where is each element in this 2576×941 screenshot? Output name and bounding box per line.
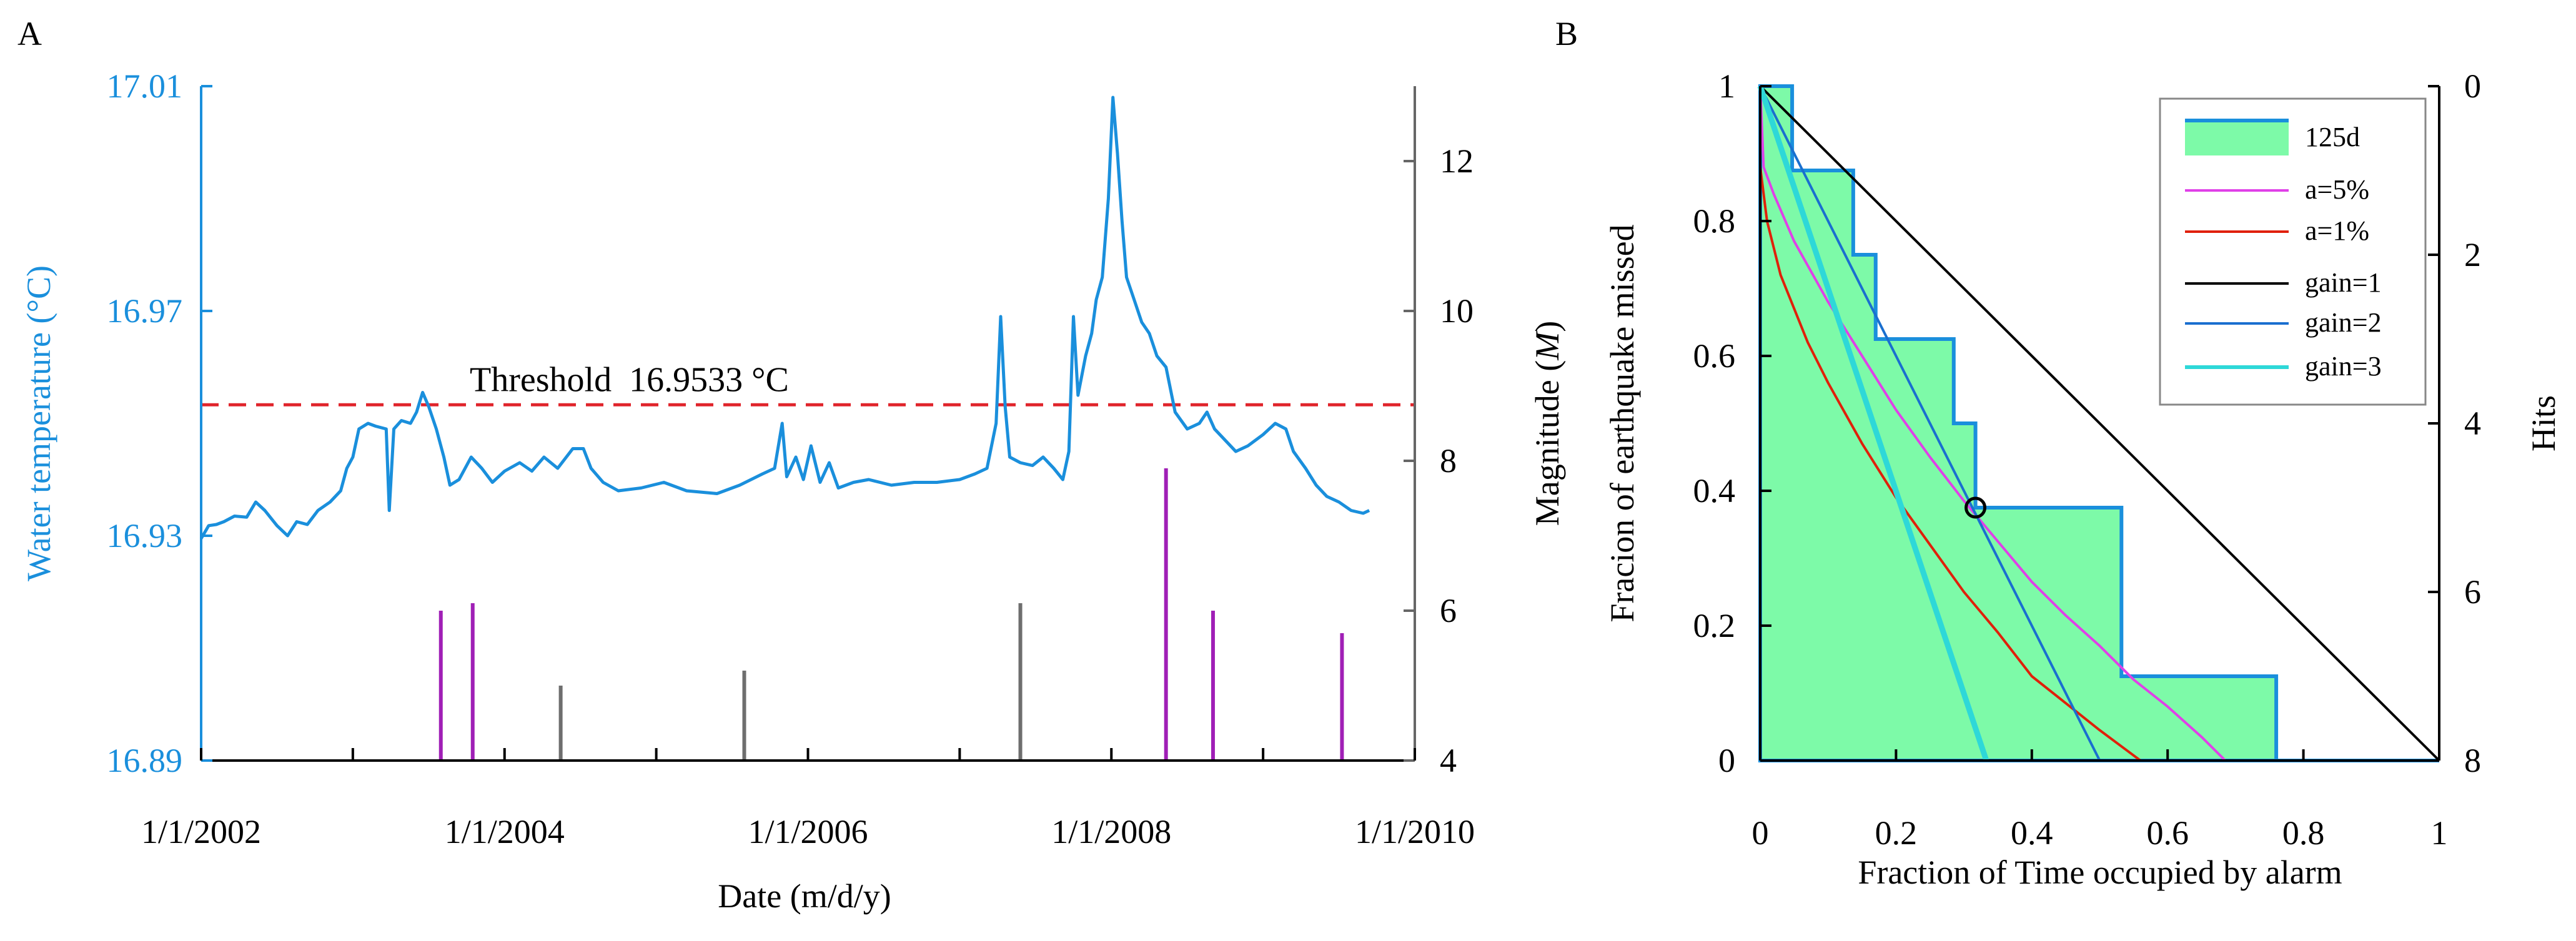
left-tick-label-1: 16.93: [107, 517, 183, 554]
legend: 125d a=5% a=1% gain=1 gain=2 gain=3: [2159, 97, 2427, 406]
b-right-tick-label-0: 0: [2464, 67, 2481, 105]
panel-b-label: B: [1555, 15, 1578, 52]
b-x-tick-label-2: 0.4: [2011, 814, 2053, 852]
reference-curves: [1757, 85, 2440, 762]
b-right-tick-label-4: 8: [2464, 742, 2481, 779]
left-axis-title: Water temperature (°C): [20, 265, 57, 581]
x-tick-label-0: 1/1/2002: [141, 813, 261, 850]
left-tick-label-3: 17.01: [107, 67, 183, 105]
b-x-tick-label-0: 0: [1752, 814, 1769, 852]
series-line-gain-3: [1757, 85, 1989, 762]
earthquake-bars: [438, 468, 1344, 761]
left-tick-label-0: 16.89: [107, 742, 183, 779]
b-right-tick-label-1: 2: [2464, 236, 2481, 273]
right-tick-label-0: 4: [1440, 742, 1457, 779]
b-y-tick-label-5: 1: [1718, 67, 1735, 105]
panel-a-label: A: [17, 15, 42, 52]
b-right-tick-label-3: 6: [2464, 573, 2481, 611]
b-x-ticks: 0 0.2 0.4 0.6 0.8 1: [1752, 749, 2448, 852]
threshold-label: Threshold 16.9533 °C: [470, 360, 789, 399]
legend-swatch-125d: [2185, 121, 2289, 155]
legend-label-gain2: gain=2: [2305, 307, 2382, 338]
legend-label-125d: 125d: [2305, 122, 2360, 152]
right-tick-label-4: 12: [1440, 142, 1474, 180]
right-axis-title-symbol: M: [1528, 330, 1566, 361]
optimal-point-marker: [1964, 496, 1987, 519]
b-y-tick-label-2: 0.4: [1693, 472, 1736, 510]
b-x-tick-label-1: 0.2: [1875, 814, 1918, 852]
b-x-tick-label-5: 1: [2431, 814, 2448, 852]
right-axis-title-suffix: ): [1528, 321, 1566, 332]
b-left-ticks: 0 0.2 0.4 0.6 0.8 1: [1693, 67, 1771, 779]
b-x-axis-title: Fraction of Time occupied by alarm: [1858, 854, 2342, 891]
right-axis-title: Magnitude (M): [1528, 321, 1566, 526]
right-tick-label-3: 10: [1440, 292, 1474, 330]
x-tick-label-2: 1/1/2006: [748, 813, 868, 850]
right-axis-title-prefix: Magnitude (: [1528, 360, 1566, 526]
x-tick-label-1: 1/1/2004: [445, 813, 565, 850]
legend-label-gain1: gain=1: [2305, 267, 2382, 298]
series-line-a-5-: [1759, 86, 2227, 762]
b-right-tick-label-2: 4: [2464, 405, 2481, 442]
b-x-tick-label-3: 0.6: [2146, 814, 2189, 852]
legend-label-gain3: gain=3: [2305, 351, 2382, 382]
b-left-axis-title: Fracion of earthquake missed: [1603, 224, 1641, 622]
b-right-axis-title: Hits: [2525, 395, 2562, 451]
series-line-a-1-: [1759, 167, 2141, 762]
right-axis-ticks: 4 6 8 10 12: [1404, 142, 1474, 779]
b-right-ticks: 0 2 4 6 8: [2428, 67, 2481, 779]
panel-a: A Threshold 16.9533 °C 16.89 16.93 16.97 17…: [17, 15, 1566, 915]
b-y-tick-label-3: 0.6: [1693, 337, 1736, 375]
temperature-line: [199, 96, 1370, 539]
b-y-tick-label-1: 0.2: [1693, 607, 1736, 644]
left-axis-ticks: 16.89 16.93 16.97 17.01: [107, 67, 212, 779]
right-tick-label-1: 6: [1440, 592, 1457, 629]
right-tick-label-2: 8: [1440, 442, 1457, 480]
legend-label-a1: a=1%: [2305, 215, 2369, 246]
b-y-tick-label-0: 0: [1718, 742, 1735, 779]
x-axis-ticks: 1/1/2002 1/1/2004 1/1/2006 1/1/2008 1/1/2010: [141, 748, 1475, 850]
x-axis-title: Date (m/d/y): [718, 877, 891, 915]
series-line-gain-2: [1759, 86, 2101, 761]
series-line-gain-1: [1759, 85, 2440, 762]
b-x-tick-label-4: 0.8: [2282, 814, 2325, 852]
legend-label-a5: a=5%: [2305, 174, 2369, 205]
x-tick-label-3: 1/1/2008: [1051, 813, 1171, 850]
x-tick-label-4: 1/1/2010: [1355, 813, 1475, 850]
b-y-tick-label-4: 0.8: [1693, 202, 1736, 240]
temperature-series: [199, 96, 1370, 539]
left-tick-label-2: 16.97: [107, 292, 183, 330]
panel-b: B 0 0.2 0.4 0.6 0.8 1 0 0.2 0.4 0.6 0.8 1 0 2 4 6 8 Fr…: [1555, 15, 2562, 891]
